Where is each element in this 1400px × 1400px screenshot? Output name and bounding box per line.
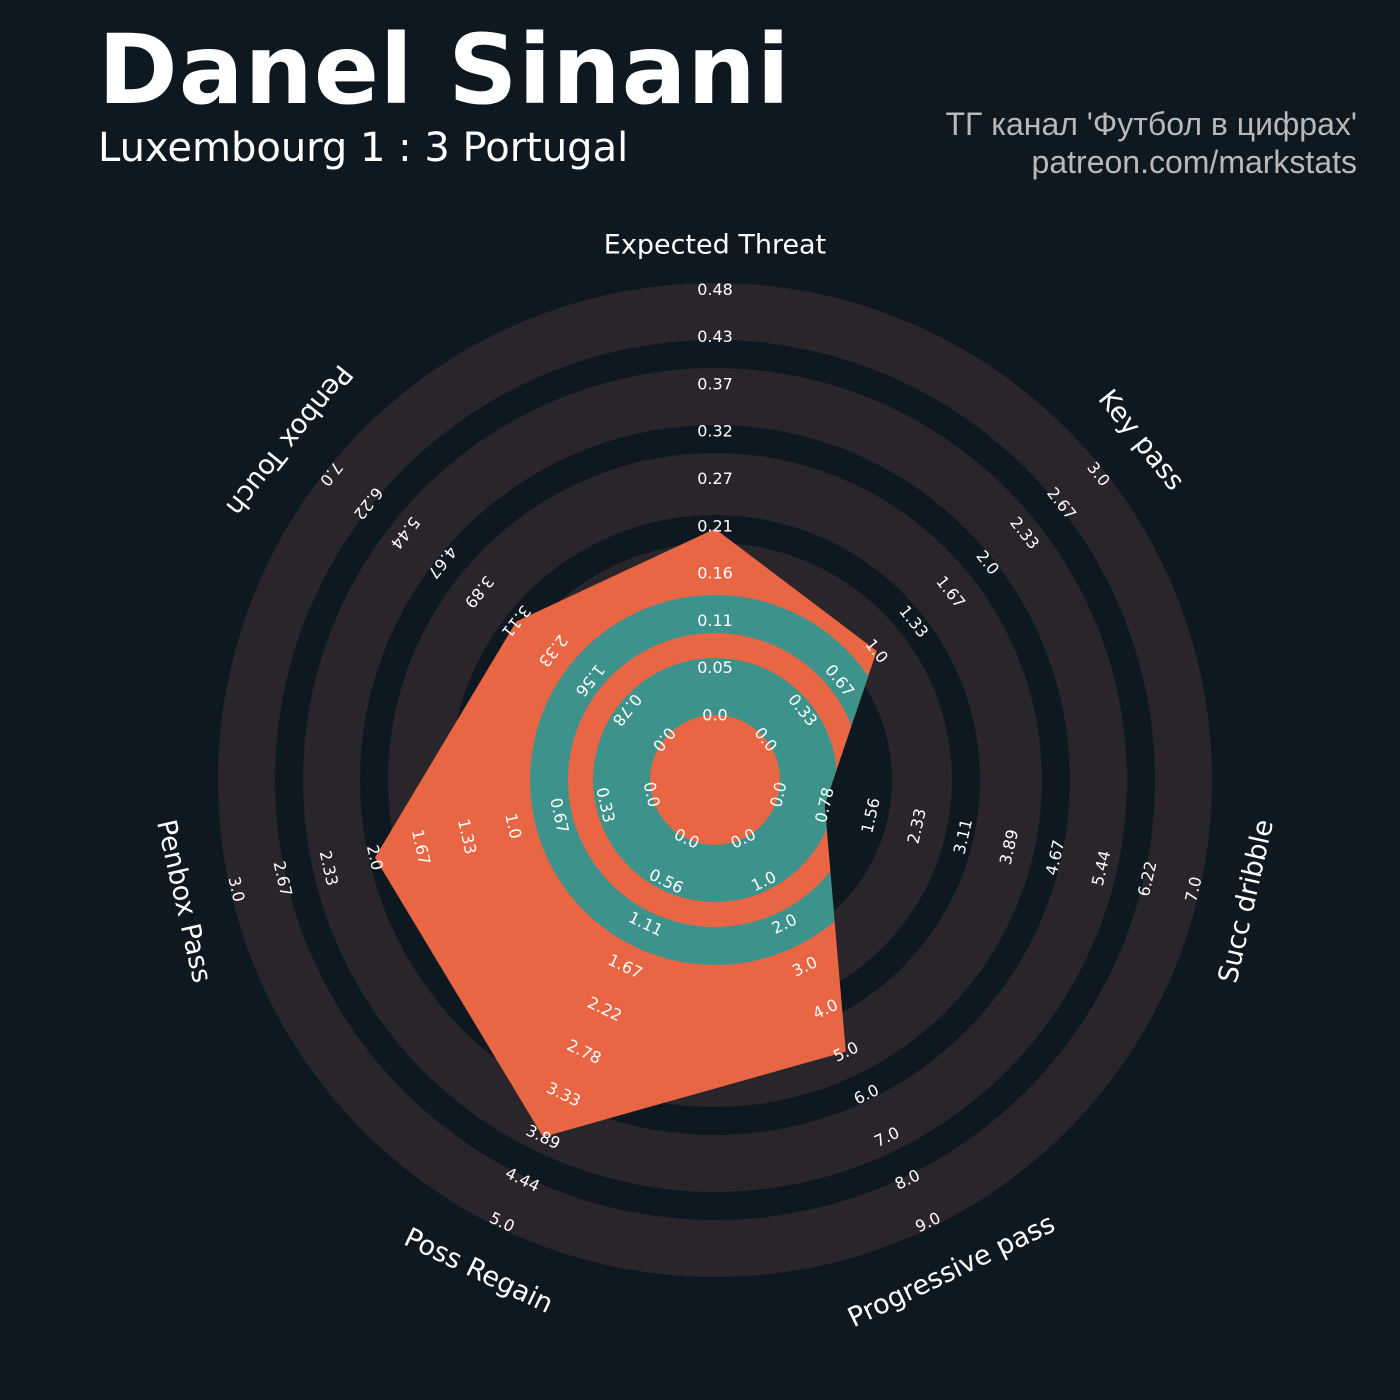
match-score-subtitle: Luxembourg 1 : 3 Portugal [98, 125, 629, 171]
tick-label: 0.32 [697, 422, 733, 441]
tick-label: 0.27 [697, 469, 733, 488]
param-label: Penbox Pass [150, 817, 217, 986]
tick-label: 0.37 [697, 374, 733, 393]
param-label: Expected Threat [604, 230, 826, 261]
tick-label: 0.11 [697, 611, 733, 630]
tick-label: 0.16 [697, 564, 733, 583]
param-label: Succ dribble [1213, 817, 1280, 986]
telegram-credit: ТГ канал 'Футбол в цифрах' [945, 106, 1358, 142]
tick-label: 0.21 [697, 516, 733, 535]
tick-label: 0.0 [702, 706, 727, 725]
player-name-title: Danel Sinani [98, 14, 791, 126]
tick-label: 0.05 [697, 658, 733, 677]
tick-label: 0.43 [697, 327, 733, 346]
fill-band-4 [650, 715, 780, 845]
tick-label: 0.48 [697, 280, 733, 299]
patreon-credit: patreon.com/markstats [1031, 144, 1357, 180]
